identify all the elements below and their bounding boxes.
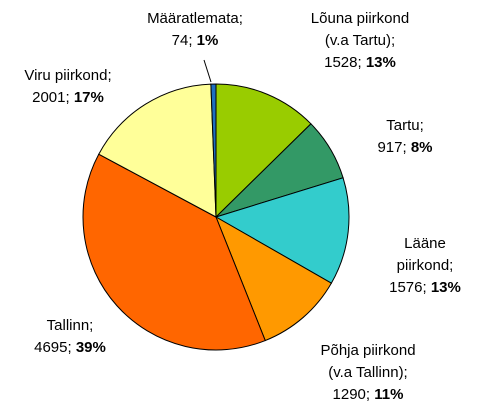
pie-slice [215,83,312,219]
percent-label: 39% [75,339,106,356]
slice-label: Lõuna piirkond (v.a Tartu); 1528; 13% [311,8,409,74]
category-name: Lääne piirkond; [396,235,454,274]
slice-label: Põhja piirkond (v.a Tallinn); 1290; 11% [320,340,415,406]
slice-label: Tallinn; 4695; 39% [34,315,106,359]
category-name: Põhja piirkond (v.a Tallinn); [320,342,416,381]
count-label: 1528; [324,54,362,71]
slice-label: Tartu; 917; 8% [377,115,432,159]
pie-slice [214,177,350,284]
category-name: Viru piirkond; [24,67,112,84]
slice-label: Määratlemata; 74; 1% [147,8,243,52]
category-name: Määratlemata; [147,10,243,27]
pie-slice [98,83,217,218]
category-name: Lõuna piirkond (v.a Tartu); [310,10,410,49]
percent-label: 1% [196,32,219,49]
count-label: 74; [171,32,193,49]
percent-label: 13% [365,54,396,71]
count-label: 4695; [34,339,72,356]
count-label: 917; [377,139,407,156]
percent-label: 13% [430,279,461,296]
pie-slice [215,215,333,342]
percent-label: 17% [73,89,104,106]
percent-label: 8% [410,139,433,156]
percent-label: 11% [374,386,404,403]
slice-label: Viru piirkond; 2001; 17% [24,65,111,109]
count-label: 1290; [332,386,371,403]
category-name: Tartu; [386,117,424,134]
count-label: 1576; [389,279,427,296]
slice-label: Lääne piirkond; 1576; 13% [389,233,461,299]
category-name: Tallinn; [46,317,94,334]
count-label: 2001; [32,89,70,106]
pie-slice [210,83,217,218]
pie-slice [82,153,266,351]
leader-line [203,59,212,83]
